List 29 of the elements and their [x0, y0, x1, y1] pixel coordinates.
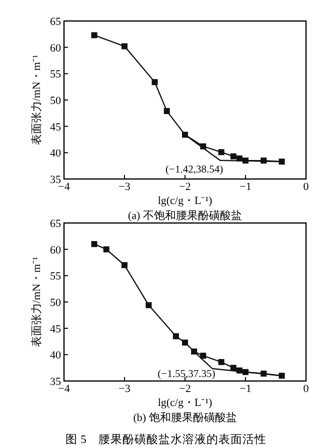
text: (a) 不饱和腰果酚磺酸盐 [128, 209, 242, 222]
y-tick-label: 40 [50, 148, 62, 160]
x-tick-label: −2 [179, 181, 191, 193]
y-tick-label: 50 [50, 95, 62, 107]
y-tick-label: 65 [50, 218, 62, 230]
annotation: (−1.42,38.54) [166, 164, 224, 176]
x-tick-label: −1 [240, 181, 252, 193]
text: (b) 饱和腰果酚磺酸盐 [133, 411, 237, 424]
x-axis-title: lg(c/g・L⁻¹) [158, 195, 213, 207]
y-tick-label: 40 [50, 350, 62, 362]
x-tick-label: 0 [303, 181, 310, 193]
y-tick-label: 60 [50, 244, 62, 256]
y-tick-label: 65 [50, 16, 62, 28]
x-tick-label: −3 [118, 383, 131, 395]
x-tick-label: −2 [179, 383, 191, 395]
y-tick-label: 55 [50, 68, 62, 81]
x-axis-title: lg(c/g・L⁻¹) [158, 397, 213, 409]
y-tick-label: 50 [50, 297, 62, 309]
y-axis-title: 表面张力/mN・m⁻¹ [30, 256, 43, 348]
y-tick-label: 55 [50, 270, 62, 283]
annotation: (−1.55,37.35) [158, 369, 216, 380]
x-tick-label: 0 [303, 383, 310, 395]
y-axis-title: 表面张力/mN・m⁻¹ [30, 54, 43, 146]
x-tick-label: −1 [240, 383, 252, 395]
x-tick-label: −3 [118, 181, 131, 193]
y-tick-label: 45 [50, 121, 62, 134]
y-tick-label: 45 [50, 323, 62, 336]
y-tick-label: 60 [50, 42, 62, 54]
caption: 图 5 腰果酚磺酸盐水溶液的表面活性 [66, 432, 266, 446]
